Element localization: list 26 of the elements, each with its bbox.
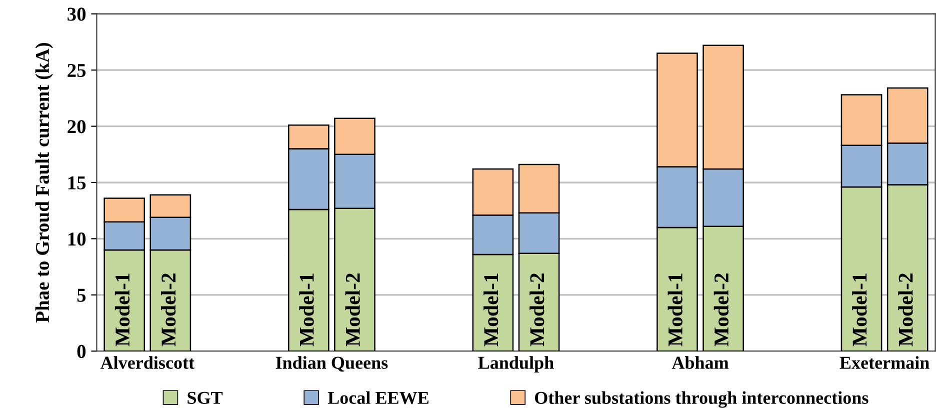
text: Landulph (478, 356, 554, 373)
x-tick-label: Model-1 (668, 274, 682, 346)
x-tick-label: Model-1 (852, 274, 867, 346)
text: Indian Queens (276, 356, 388, 372)
y-tick-label: 20 (68, 120, 86, 134)
x-tick-label: Model-1 (299, 274, 314, 346)
y-tick-label: 0 (77, 344, 86, 358)
text: Abham (672, 356, 729, 369)
x-tick-label: Model-1 (114, 274, 130, 346)
legend-label: Local EEWE (328, 391, 428, 404)
y-tick-label: 5 (77, 288, 86, 302)
y-tick-label: 30 (68, 8, 86, 21)
x-tick-label: Model-2 (530, 273, 544, 346)
x-tick-label: Model-1 (483, 274, 498, 346)
x-tick-label: Model-2 (160, 273, 176, 346)
y-tick-label: 25 (68, 64, 86, 78)
y-tick-label: 10 (68, 232, 86, 246)
x-tick-label: Model-2 (714, 273, 729, 346)
y-axis-title: Phae to Groud Fault current (kA) (35, 42, 53, 322)
x-tick-label: Model-2 (898, 273, 913, 346)
text: Exetermain (840, 356, 930, 369)
y-tick-label: 15 (68, 176, 86, 190)
x-tick-label: Model-2 (345, 273, 360, 346)
text: Alverdiscott (100, 356, 194, 369)
legend-label: SGT (188, 392, 223, 404)
legend-label: Other substations through interconnections (535, 391, 868, 408)
